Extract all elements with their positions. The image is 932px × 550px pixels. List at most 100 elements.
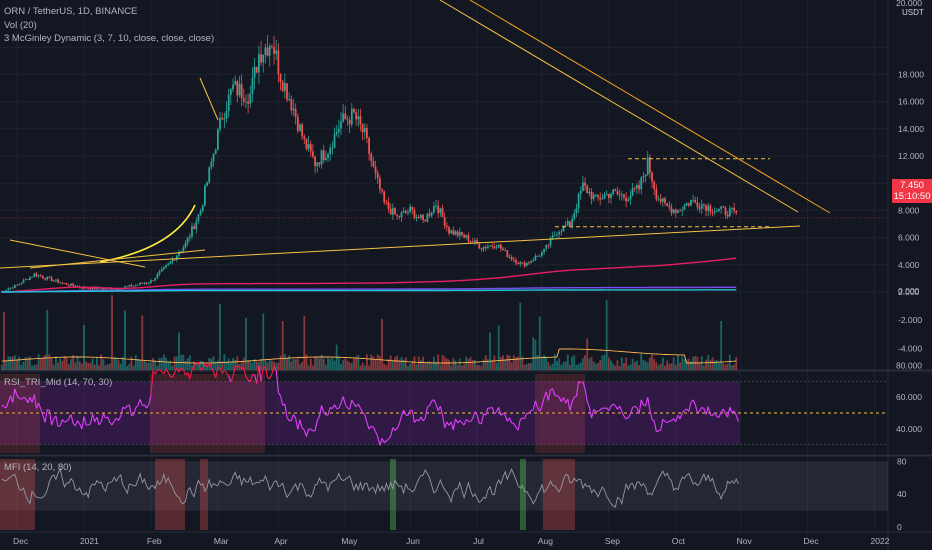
candle-body xyxy=(312,151,314,157)
rsi-line-segment xyxy=(413,419,418,423)
candle-body xyxy=(605,193,608,196)
candle-body xyxy=(240,83,243,99)
rsi-line-segment xyxy=(485,407,489,416)
volume-bar xyxy=(391,361,394,370)
volume-bar xyxy=(633,361,636,370)
candle-body xyxy=(582,182,584,191)
candle-body xyxy=(659,198,662,202)
rsi-line-segment xyxy=(176,367,180,373)
price-candles xyxy=(0,35,738,293)
volume-bar xyxy=(296,358,299,370)
rsi-line-segment xyxy=(366,422,370,430)
volume-bar xyxy=(376,354,379,370)
candle-body xyxy=(270,46,273,48)
rsi-line-segment xyxy=(705,406,709,415)
volume-bar xyxy=(44,354,46,370)
rsi-line-segment xyxy=(98,421,102,426)
rsi-line-segment xyxy=(215,367,219,378)
rsi-line-segment xyxy=(237,365,240,368)
rsi-legend[interactable]: RSI_TRI_Mid (14, 70, 30) xyxy=(4,377,112,389)
rsi-line-segment xyxy=(498,407,502,416)
rsi-line-segment xyxy=(539,406,543,412)
price-axis-tick: 12.000 xyxy=(898,151,924,161)
price-axis-tick: 14.000 xyxy=(898,124,924,134)
volume-bar xyxy=(158,357,161,370)
rsi-line-segment xyxy=(301,427,305,431)
candle-body xyxy=(335,132,338,134)
candle-body xyxy=(74,285,77,287)
rsi-line-segment xyxy=(256,365,260,384)
volume-bar xyxy=(629,364,632,370)
volume-bar xyxy=(601,355,604,370)
rsi-line-segment xyxy=(245,376,249,381)
candle-body xyxy=(221,117,224,120)
candle-body xyxy=(480,248,483,250)
candle-body xyxy=(368,138,370,154)
candle-body xyxy=(216,129,219,150)
candle-body xyxy=(528,262,530,264)
candle-body xyxy=(145,283,148,284)
candle-body xyxy=(560,231,563,233)
mfi-axis-tick: 80 xyxy=(897,456,907,466)
rsi-line-segment xyxy=(569,401,573,411)
mcginley-slow-line xyxy=(1,289,737,293)
volume-bar xyxy=(206,364,208,370)
rsi-line-segment xyxy=(735,415,739,422)
candle-body xyxy=(540,252,543,256)
volume-bar xyxy=(320,354,323,370)
rsi-line-segment xyxy=(388,436,392,440)
volume-bar xyxy=(607,357,610,370)
rsi-line-segment xyxy=(390,427,394,437)
candle-body xyxy=(292,108,295,111)
candle-body xyxy=(666,203,669,206)
volume-bar xyxy=(173,356,176,370)
rsi-line-segment xyxy=(528,410,532,414)
rsi-indicator-label: RSI_TRI_Mid (14, 70, 30) xyxy=(4,377,113,388)
volume-bar xyxy=(74,362,77,370)
rsi-line-segment xyxy=(187,372,191,380)
volume-bar xyxy=(540,356,543,370)
volume-bar xyxy=(497,325,500,370)
volume-bar xyxy=(154,360,157,370)
candle-body xyxy=(495,247,498,249)
rsi-line-segment xyxy=(31,394,35,403)
mcginley-legend[interactable]: 3 McGinley Dynamic (3, 7, 10, close, clo… xyxy=(4,33,214,45)
volume-bar xyxy=(227,358,230,370)
rsi-line-segment xyxy=(623,415,627,420)
volume-bar xyxy=(350,363,353,370)
rsi-line-segment xyxy=(714,412,718,417)
candle-body xyxy=(16,284,18,286)
volume-bar xyxy=(9,356,12,370)
candle-body xyxy=(616,191,619,195)
rsi-line-segment xyxy=(124,405,128,409)
rsi-line-segment xyxy=(87,423,91,426)
volume-legend[interactable]: Vol (20) xyxy=(4,20,37,32)
rsi-line-segment xyxy=(452,418,457,431)
volume-bar xyxy=(22,361,25,370)
rsi-line-segment xyxy=(83,416,87,425)
symbol-legend[interactable]: ORN / TetherUS, 1D, BINANCE xyxy=(4,6,137,18)
volume-bar xyxy=(618,365,621,370)
volume-bar xyxy=(579,362,582,370)
volume-bar xyxy=(458,358,461,370)
candle-body xyxy=(439,208,442,213)
volume-bar xyxy=(162,354,165,370)
candle-body xyxy=(724,207,727,215)
rsi-line-segment xyxy=(681,410,685,413)
mfi-legend[interactable]: MFI (14, 20, 80) xyxy=(4,462,72,474)
volume-bar xyxy=(286,357,288,370)
rsi-line-segment xyxy=(489,406,493,409)
candle-body xyxy=(545,244,548,249)
time-axis-label: Oct xyxy=(672,536,686,546)
candle-body xyxy=(536,256,539,257)
rsi-line-segment xyxy=(718,411,722,418)
volume-bar xyxy=(571,356,574,370)
volume-bar xyxy=(191,365,193,370)
rsi-line-segment xyxy=(537,407,541,412)
volume-bar xyxy=(54,356,57,370)
volume-bar xyxy=(385,365,388,370)
candle-body xyxy=(283,83,286,91)
rsi-line-segment xyxy=(102,413,107,419)
volume-bar xyxy=(20,364,23,370)
